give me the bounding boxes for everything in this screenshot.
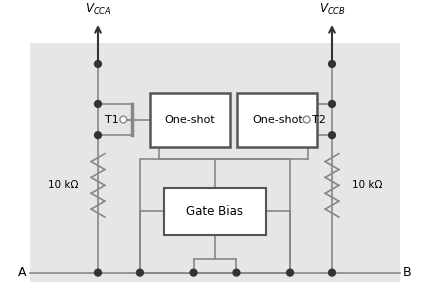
Bar	[164, 188, 266, 235]
Text: Gate Bias: Gate Bias	[187, 205, 243, 218]
Text: $V_{CCA}$: $V_{CCA}$	[85, 2, 111, 17]
Text: $V_{CCB}$: $V_{CCB}$	[319, 2, 345, 17]
Text: B: B	[403, 266, 412, 279]
Bar	[150, 93, 230, 147]
Text: 10 kΩ: 10 kΩ	[351, 180, 382, 190]
Circle shape	[329, 61, 335, 67]
Circle shape	[287, 269, 294, 276]
Circle shape	[233, 269, 240, 276]
Text: One-shot: One-shot	[252, 115, 303, 125]
Text: 10 kΩ: 10 kΩ	[48, 180, 79, 190]
Circle shape	[303, 116, 310, 123]
Circle shape	[329, 100, 335, 107]
Circle shape	[120, 116, 127, 123]
Circle shape	[95, 100, 101, 107]
Bar	[237, 93, 317, 147]
Circle shape	[136, 269, 143, 276]
Circle shape	[329, 269, 335, 276]
Text: A: A	[18, 266, 27, 279]
Text: T2: T2	[311, 115, 326, 124]
Circle shape	[95, 269, 101, 276]
Circle shape	[95, 61, 101, 67]
Circle shape	[95, 132, 101, 138]
Bar	[30, 43, 400, 282]
Circle shape	[190, 269, 197, 276]
Circle shape	[329, 132, 335, 138]
Text: T1: T1	[105, 115, 119, 124]
Bar	[140, 159, 290, 273]
Text: One-shot: One-shot	[164, 115, 215, 125]
